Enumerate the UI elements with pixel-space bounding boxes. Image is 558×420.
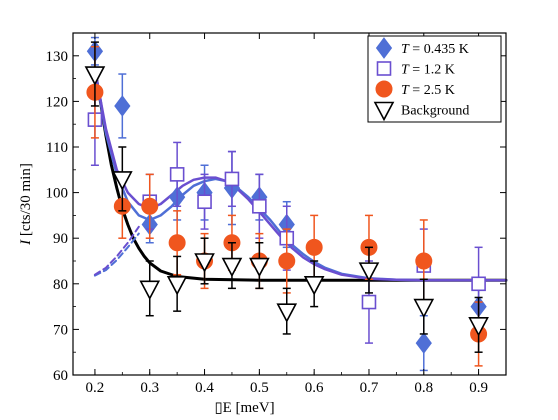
data-points [84,36,489,372]
data-point [471,276,486,292]
x-tick-label: 0.4 [195,380,214,396]
fit-1.2K-extrapolation-curve [93,225,140,276]
legend-marker [373,101,395,122]
y-tick-label: 120 [46,94,69,110]
x-axis-label: ▯E [meV] [214,400,274,416]
data-point [169,167,185,182]
data-point [303,276,325,296]
data-point [278,252,296,270]
data-point [358,262,380,282]
data-point [84,66,106,86]
data-point [139,280,161,301]
data-point [415,332,432,354]
legend-entry: Background [401,104,469,119]
legend: T = 0.435 K T = 1.2 K T = 2.5 K Background [367,35,502,123]
legend-entry: T = 2.5 K [401,83,455,98]
data-point [166,276,188,296]
y-tick-label: 80 [53,277,68,293]
data-point [141,197,159,215]
axes: 0.2 0.3 0.4 0.5 0.6 0.7 0.8 0.9 60 70 80 90 100 110 12… [46,32,507,396]
legend-marker [376,61,392,76]
series-background [84,41,489,353]
y-tick-label: 60 [53,368,68,384]
legend-marker [375,37,393,59]
x-tick-label: 0.7 [360,380,379,396]
x-tick-label: 0.3 [140,380,159,396]
y-tick-label: 130 [46,49,69,65]
legend-marker [375,80,393,98]
y-tick-label: 90 [53,231,68,247]
x-tick-label: 0.8 [414,380,433,396]
data-point [197,194,212,210]
data-point [468,317,489,337]
x-tick-label: 0.9 [469,380,488,396]
series-t-1-2-k [87,73,486,344]
data-point [413,298,435,319]
data-point [114,95,131,117]
data-point [224,171,240,187]
legend-entry: T = 0.435 K [401,42,469,57]
data-point [221,257,243,278]
x-tick-label: 0.2 [86,380,105,396]
fit-0.435K-extrapolation-curve [93,232,140,277]
x-tick-label: 0.6 [305,380,324,396]
legend-entry: T = 1.2 K [401,63,455,78]
data-point [276,303,298,323]
y-tick-label: 100 [46,186,69,202]
x-tick-label: 0.5 [250,380,269,396]
data-point [168,234,186,252]
data-point [194,253,215,273]
y-axis-label: I [cts/30 min] [18,163,34,246]
data-point [305,238,323,256]
y-tick-label: 110 [46,140,68,156]
data-point [112,171,133,191]
y-tick-label: 70 [53,322,68,338]
plot-frame [72,32,507,376]
data-point [415,252,433,270]
data-point [361,294,377,310]
data-point [249,257,270,278]
data-point [252,198,267,214]
